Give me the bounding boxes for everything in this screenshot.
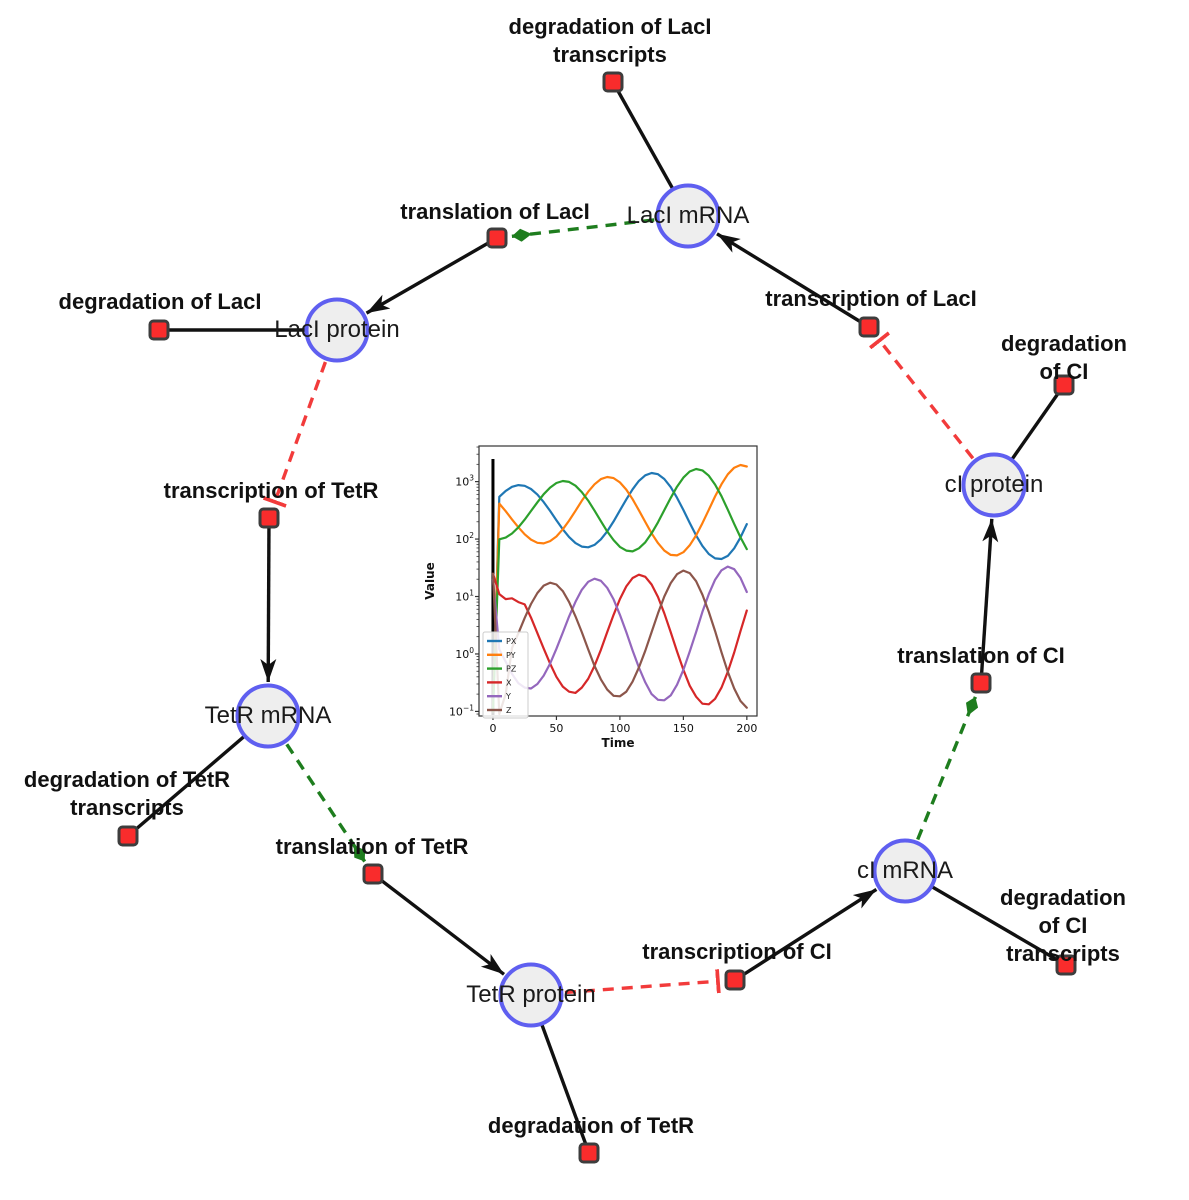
- edge-inhibitor-tetr-protein-to-transcription-ci: [564, 969, 721, 995]
- y-axis-label: Value: [425, 562, 437, 600]
- edge-product-transcription-laci-to-laci-mrna: [716, 232, 870, 329]
- y-tick-label: 100: [455, 646, 474, 661]
- series-curve-Y: [491, 565, 748, 702]
- legend-label-PZ: PZ: [506, 665, 517, 674]
- edge-reactant-tetr-protein-to-deg-tetr: [529, 994, 591, 1154]
- edge-reactant-ci-mrna-to-deg-ci-transcripts: [904, 869, 1067, 967]
- edge-inhibitor-laci-protein-to-transcription-tetr: [262, 361, 327, 508]
- series-curve-PY: [491, 463, 748, 713]
- x-tick-label: 150: [673, 722, 694, 735]
- y-tick-label: 103: [455, 474, 474, 489]
- edge-reactant-laci-mrna-to-deg-laci-transcripts: [611, 81, 690, 217]
- series-curve-Z: [491, 569, 748, 716]
- legend-label-Z: Z: [506, 706, 512, 715]
- legend-label-Y: Y: [505, 692, 511, 701]
- edge-product-translation-laci-to-laci-protein: [365, 236, 498, 315]
- edge-modifier-tetr-mrna-to-translation-tetr: [285, 743, 367, 863]
- edge-modifier-ci-mrna-to-translation-ci: [916, 696, 979, 841]
- edge-product-transcription-tetr-to-tetr-mrna: [260, 517, 277, 683]
- y-tick-label: 10−1: [449, 703, 474, 718]
- x-axis-label: Time: [602, 736, 635, 750]
- edge-product-translation-tetr-to-tetr-protein: [371, 872, 506, 976]
- legend-label-X: X: [506, 678, 512, 687]
- edge-product-translation-ci-to-ci-protein: [979, 518, 999, 684]
- x-tick-label: 0: [489, 722, 496, 735]
- edge-inhibitor-ci-protein-to-transcription-laci: [868, 331, 975, 460]
- legend-label-PX: PX: [506, 637, 517, 646]
- series-curve-PZ: [491, 467, 748, 713]
- legend-label-PY: PY: [506, 651, 516, 660]
- edge-reactant-ci-protein-to-deg-ci: [992, 384, 1066, 486]
- x-tick-label: 100: [609, 722, 630, 735]
- series-curve-X: [491, 572, 748, 706]
- series-curve-PX: [491, 471, 748, 713]
- y-tick-label: 101: [455, 589, 474, 604]
- y-tick-label: 102: [455, 531, 474, 546]
- x-tick-label: 200: [736, 722, 757, 735]
- edge-product-transcription-ci-to-ci-mrna: [734, 887, 878, 982]
- x-tick-label: 50: [549, 722, 563, 735]
- timecourse-plot: 0 50 100 150 200 10−1 100 101 102 103 Time Value PX P…: [425, 430, 775, 760]
- edge-modifier-laci-mrna-to-translation-laci: [511, 218, 655, 242]
- edge-reactant-tetr-mrna-to-deg-tetr-transcripts: [126, 714, 270, 838]
